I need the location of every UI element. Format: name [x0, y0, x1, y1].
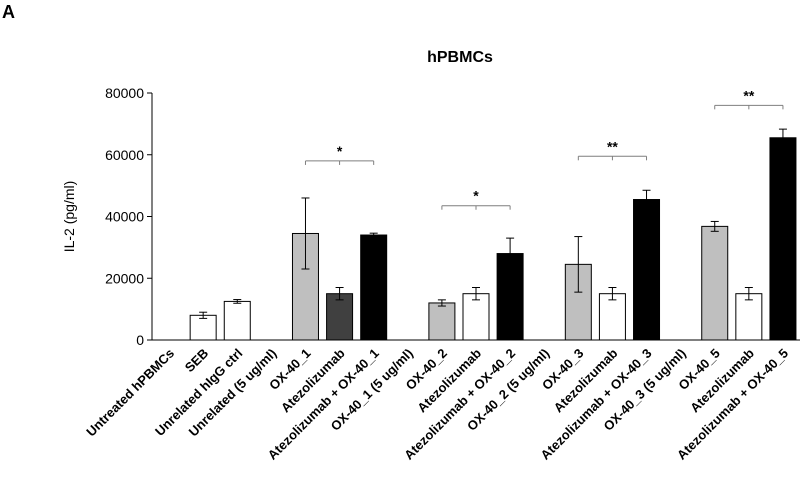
y-tick-label: 60000 [105, 147, 144, 163]
y-tick-label: 0 [136, 332, 144, 348]
significance-label: ** [743, 87, 754, 103]
x-tick-label: SEB [182, 346, 212, 376]
significance-label: * [473, 188, 479, 204]
bar [701, 225, 729, 341]
bar [769, 137, 797, 341]
chart-title: hPBMCs [427, 49, 493, 66]
bar [360, 234, 388, 341]
y-tick-label: 40000 [105, 209, 144, 225]
panel-letter: A [2, 2, 15, 22]
y-tick-label: 80000 [105, 85, 144, 101]
significance-label: * [337, 143, 343, 159]
bar [462, 293, 490, 341]
bar [735, 293, 763, 341]
y-tick-label: 20000 [105, 270, 144, 286]
bar [598, 293, 626, 341]
significance-label: ** [607, 138, 618, 154]
bar [633, 199, 661, 341]
bar [428, 302, 456, 341]
bar [189, 314, 217, 341]
bar [223, 300, 251, 341]
y-axis-label: IL-2 (pg/ml) [61, 181, 77, 253]
bar [326, 293, 354, 341]
